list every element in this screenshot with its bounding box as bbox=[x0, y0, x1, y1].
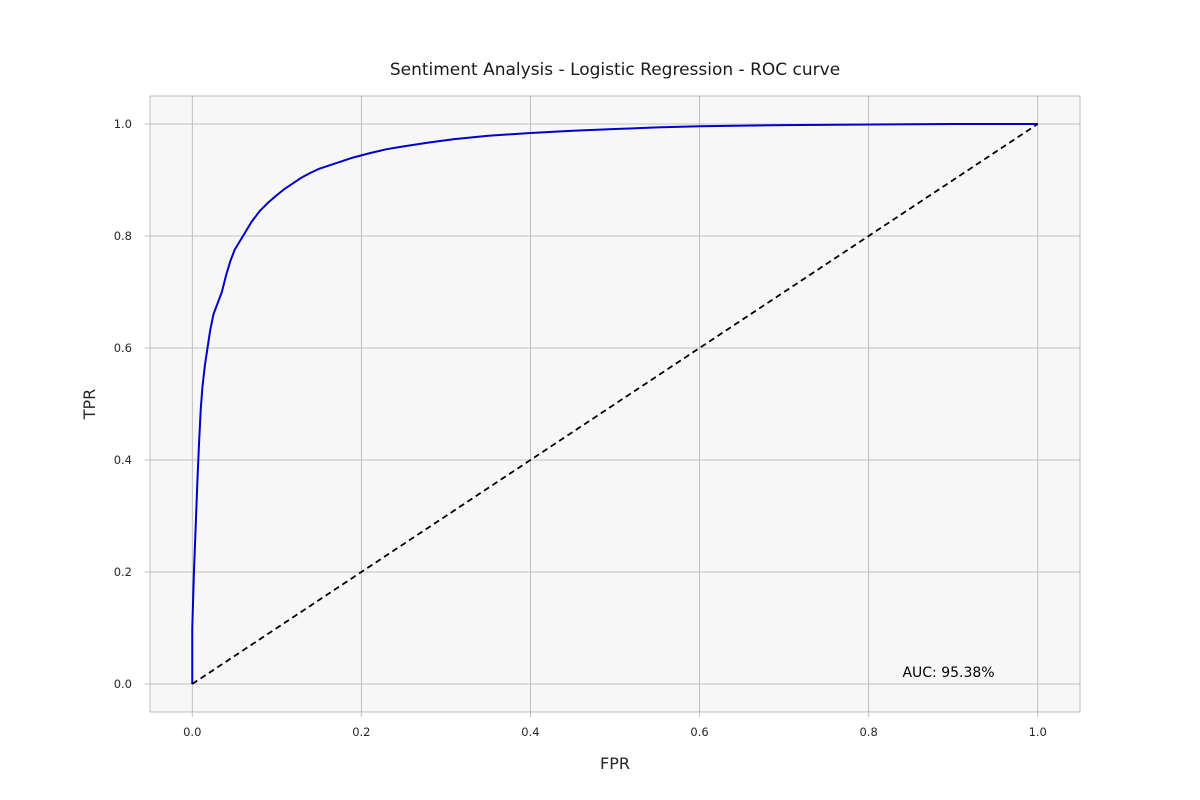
y-tick-label: 1.0 bbox=[114, 117, 132, 131]
random-baseline-line bbox=[191, 123, 1039, 685]
x-tick-label: 1.0 bbox=[1029, 725, 1047, 739]
auc-annotation: AUC: 95.38% bbox=[902, 665, 994, 681]
y-tick-label: 0.4 bbox=[114, 453, 132, 467]
x-tick-label: 0.2 bbox=[352, 725, 370, 739]
y-tick-label: 0.0 bbox=[114, 677, 132, 691]
x-axis-label: FPR bbox=[600, 754, 630, 773]
plot-area bbox=[149, 95, 1081, 713]
x-tick-label: 0.0 bbox=[183, 725, 201, 739]
roc-curve-line bbox=[191, 123, 1038, 684]
x-tick-label: 0.4 bbox=[521, 725, 539, 739]
y-tick-label: 0.6 bbox=[114, 341, 132, 355]
chart-title: Sentiment Analysis - Logistic Regression… bbox=[390, 60, 840, 80]
y-tick-label: 0.8 bbox=[114, 229, 132, 243]
x-tick-label: 0.6 bbox=[690, 725, 708, 739]
grid-lines bbox=[150, 96, 1080, 712]
y-axis-label: TPR bbox=[80, 389, 99, 421]
tick-labels: 0.0 0.2 0.4 0.6 0.8 1.0 0.0 0.2 0.4 0.6 0.8 1.0 bbox=[114, 117, 1047, 739]
y-tick-label: 0.2 bbox=[114, 565, 132, 579]
x-tick-label: 0.8 bbox=[859, 725, 877, 739]
series-lines bbox=[191, 123, 1039, 685]
